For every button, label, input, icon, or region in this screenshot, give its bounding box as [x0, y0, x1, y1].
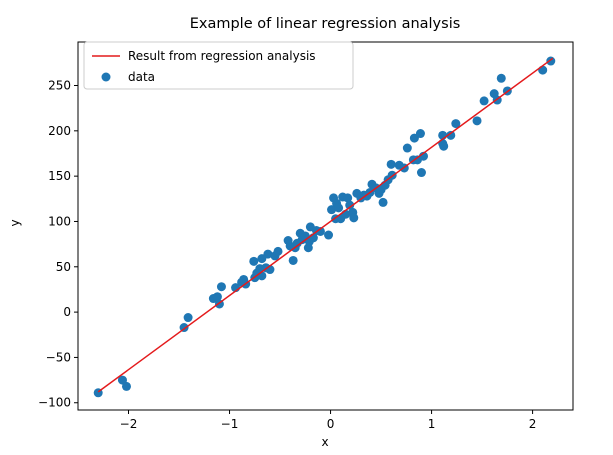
data-point-6 — [212, 292, 222, 302]
data-point-71 — [415, 129, 425, 139]
data-point-37 — [315, 226, 325, 236]
y-tick-label: −100 — [38, 396, 71, 410]
data-point-86 — [546, 56, 556, 66]
plot-marks — [93, 56, 556, 398]
data-point-26 — [288, 255, 298, 265]
data-point-23 — [273, 246, 283, 256]
data-point-38 — [324, 230, 334, 240]
y-axis-ticks: −100 −50 0 50 100 150 200 250 — [38, 79, 78, 410]
data-point-77 — [446, 130, 456, 140]
legend-label-data: data — [128, 70, 155, 84]
y-tick-label: 200 — [48, 124, 71, 138]
data-point-79 — [472, 116, 482, 126]
data-point-50 — [349, 213, 359, 223]
data-point-8 — [216, 282, 226, 292]
y-tick-label: 150 — [48, 169, 71, 183]
legend-label-regression: Result from regression analysis — [128, 49, 316, 63]
data-point-63 — [386, 159, 396, 169]
data-point-72 — [416, 168, 426, 178]
chart-title: Example of linear regression analysis — [190, 16, 461, 32]
data-point-43 — [334, 203, 344, 213]
data-point-60 — [378, 197, 388, 207]
x-tick-label: 0 — [327, 417, 335, 431]
data-point-83 — [496, 73, 506, 83]
data-point-76 — [439, 141, 449, 151]
y-axis-title: y — [8, 219, 22, 226]
y-tick-label: 250 — [48, 79, 71, 93]
y-tick-label: −50 — [46, 350, 71, 364]
y-tick-label: 100 — [48, 214, 71, 228]
data-point-78 — [451, 119, 461, 129]
x-tick-label: 1 — [428, 417, 436, 431]
x-tick-label: −1 — [221, 417, 239, 431]
x-tick-label: 2 — [529, 417, 537, 431]
data-point-39 — [327, 205, 337, 215]
regression-line — [97, 57, 554, 393]
data-point-85 — [538, 65, 548, 75]
y-tick-label: 50 — [56, 260, 71, 274]
data-point-80 — [479, 96, 489, 106]
legend: Result from regression analysis data — [83, 41, 354, 90]
data-point-47 — [343, 193, 353, 203]
x-tick-label: −2 — [120, 417, 138, 431]
data-point-13 — [249, 256, 259, 266]
data-point-67 — [402, 143, 412, 153]
data-point-20 — [263, 249, 273, 259]
data-point-4 — [183, 313, 193, 323]
legend-dot-swatch — [101, 72, 111, 82]
x-axis-ticks: −2 −1 0 1 2 — [120, 410, 537, 431]
x-axis-title: x — [321, 435, 328, 449]
legend-box — [83, 41, 354, 90]
y-tick-label: 0 — [63, 305, 71, 319]
data-point-2 — [121, 381, 131, 391]
data-point-48 — [345, 200, 355, 210]
